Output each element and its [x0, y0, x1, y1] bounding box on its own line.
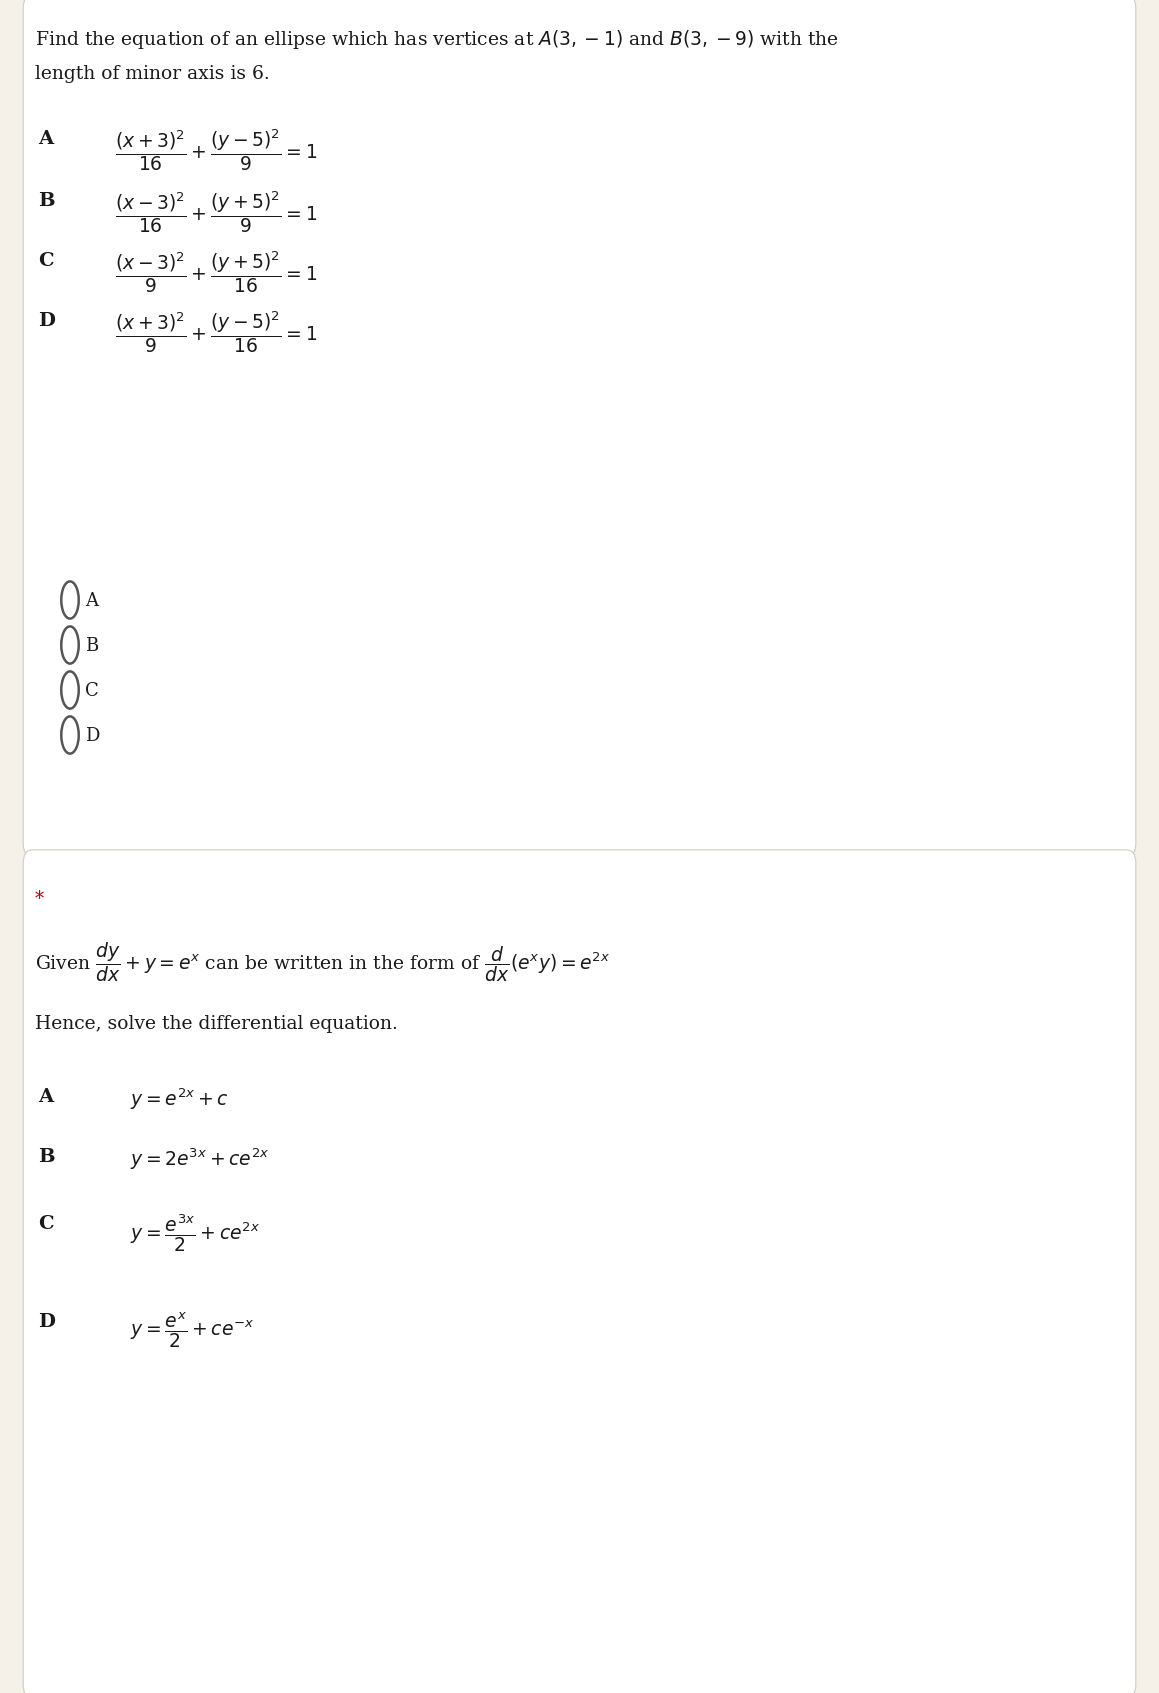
Text: $\dfrac{(x-3)^2}{16}+\dfrac{(y+5)^2}{9}=1$: $\dfrac{(x-3)^2}{16}+\dfrac{(y+5)^2}{9}=… — [115, 190, 318, 235]
Text: $y=e^{2x}+c$: $y=e^{2x}+c$ — [130, 1085, 228, 1112]
Text: $\dfrac{(x-3)^2}{9}+\dfrac{(y+5)^2}{16}=1$: $\dfrac{(x-3)^2}{9}+\dfrac{(y+5)^2}{16}=… — [115, 251, 318, 295]
Text: $\dfrac{(x+3)^2}{16}+\dfrac{(y-5)^2}{9}=1$: $\dfrac{(x+3)^2}{16}+\dfrac{(y-5)^2}{9}=… — [115, 129, 318, 173]
Text: A: A — [38, 1089, 53, 1106]
Text: C: C — [38, 1216, 53, 1233]
Text: D: D — [38, 1314, 54, 1331]
Text: C: C — [38, 252, 53, 269]
Text: Hence, solve the differential equation.: Hence, solve the differential equation. — [35, 1016, 398, 1033]
FancyBboxPatch shape — [23, 850, 1136, 1693]
Text: *: * — [35, 891, 44, 907]
Text: D: D — [38, 312, 54, 330]
Text: $y=\dfrac{e^x}{2}+ce^{-x}$: $y=\dfrac{e^x}{2}+ce^{-x}$ — [130, 1310, 254, 1351]
Text: $\dfrac{(x+3)^2}{9}+\dfrac{(y-5)^2}{16}=1$: $\dfrac{(x+3)^2}{9}+\dfrac{(y-5)^2}{16}=… — [115, 310, 318, 356]
Text: B: B — [38, 1148, 54, 1166]
Text: Given $\dfrac{dy}{dx}+y=e^x$ can be written in the form of $\dfrac{d}{dx}\left(e: Given $\dfrac{dy}{dx}+y=e^x$ can be writ… — [35, 940, 610, 984]
Text: C: C — [85, 682, 99, 699]
Text: $y=\dfrac{e^{3x}}{2}+ce^{2x}$: $y=\dfrac{e^{3x}}{2}+ce^{2x}$ — [130, 1212, 260, 1255]
FancyBboxPatch shape — [23, 0, 1136, 857]
Text: A: A — [38, 130, 53, 147]
Text: B: B — [38, 191, 54, 210]
Text: $y=2e^{3x}+ce^{2x}$: $y=2e^{3x}+ce^{2x}$ — [130, 1146, 270, 1172]
Text: Find the equation of an ellipse which has vertices at $A(3,-1)$ and $B(3,-9)$ wi: Find the equation of an ellipse which ha… — [35, 29, 839, 51]
Text: A: A — [85, 593, 99, 609]
Text: B: B — [85, 637, 99, 655]
Text: D: D — [85, 726, 100, 745]
Text: length of minor axis is 6.: length of minor axis is 6. — [35, 64, 270, 83]
